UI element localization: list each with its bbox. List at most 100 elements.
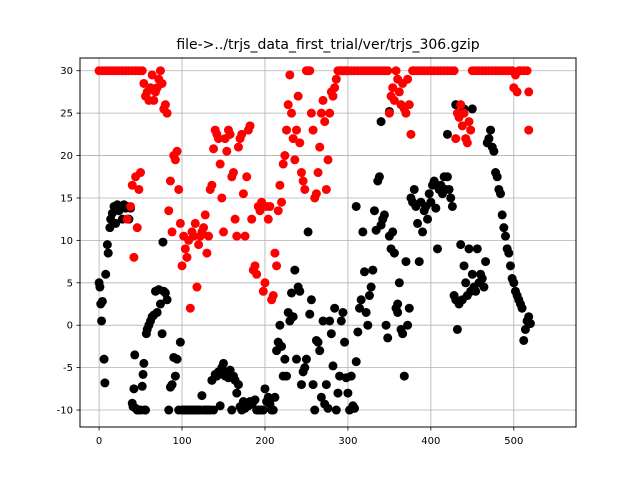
- scatter-point: [132, 223, 142, 233]
- scatter-point: [164, 405, 174, 415]
- scatter-point: [232, 231, 242, 241]
- series-0: [94, 100, 535, 415]
- scatter-point: [162, 295, 172, 305]
- scatter-point: [321, 184, 331, 194]
- scatter-point: [165, 176, 175, 186]
- scatter-point: [306, 295, 316, 305]
- scatter-point: [139, 78, 149, 88]
- scatter-point: [278, 159, 288, 169]
- scatter-point: [492, 172, 502, 182]
- scatter-point: [263, 392, 273, 402]
- scatter-point: [192, 282, 202, 292]
- scatter-point: [525, 319, 535, 329]
- scatter-point: [122, 214, 132, 224]
- scatter-point: [136, 168, 146, 178]
- scatter-point: [442, 172, 452, 182]
- scatter-point: [472, 244, 482, 254]
- scatter-point: [361, 307, 371, 317]
- scatter-point: [177, 261, 187, 271]
- scatter-point: [464, 117, 474, 127]
- scatter-point: [138, 369, 148, 379]
- scatter-point: [351, 201, 361, 211]
- scatter-point: [497, 210, 507, 220]
- scatter-point: [242, 172, 252, 182]
- scatter-point: [215, 401, 225, 411]
- scatter-point: [346, 371, 356, 381]
- scatter-point: [199, 223, 209, 233]
- scatter-point: [209, 144, 219, 154]
- scatter-point: [376, 117, 386, 127]
- scatter-point: [393, 299, 403, 309]
- scatter-point: [509, 278, 519, 288]
- scatter-point: [379, 210, 389, 220]
- scatter-point: [190, 218, 200, 228]
- scatter-point: [237, 129, 247, 139]
- scatter-point: [442, 129, 452, 139]
- scatter-point: [185, 303, 195, 313]
- scatter-point: [512, 87, 522, 97]
- scatter-point: [369, 206, 379, 216]
- y-tick-label: -10: [57, 406, 73, 417]
- scatter-point: [331, 405, 341, 415]
- scatter-point: [296, 168, 306, 178]
- scatter-point: [260, 278, 270, 288]
- y-tick-label: 30: [60, 66, 73, 77]
- x-tick-label: 0: [96, 436, 102, 447]
- scatter-point: [398, 329, 408, 339]
- scatter-point: [424, 189, 434, 199]
- scatter-point: [406, 129, 416, 139]
- scatter-point: [459, 108, 469, 118]
- scatter-point: [288, 134, 298, 144]
- scatter-point: [323, 403, 333, 413]
- scatter-point: [449, 66, 459, 76]
- scatter-point: [218, 227, 228, 237]
- y-tick-label: 5: [67, 278, 73, 289]
- scatter-point: [152, 307, 162, 317]
- data-points: [94, 66, 535, 415]
- scatter-point: [358, 227, 368, 237]
- scatter-point: [389, 95, 399, 105]
- scatter-point: [524, 312, 534, 322]
- scatter-point: [283, 100, 293, 110]
- scatter-point: [270, 392, 280, 402]
- scatter-point: [280, 151, 290, 161]
- scatter-point: [429, 176, 439, 186]
- scatter-point: [331, 74, 341, 84]
- scatter-point: [359, 267, 369, 277]
- scatter-point: [160, 100, 170, 110]
- scatter-point: [170, 371, 180, 381]
- x-axis: 0 100 200 300 400 500: [96, 427, 523, 447]
- scatter-point: [486, 125, 496, 135]
- scatter-point: [414, 257, 424, 267]
- scatter-point: [265, 201, 275, 211]
- scatter-point: [252, 269, 262, 279]
- scatter-point: [462, 138, 472, 148]
- scatter-point: [471, 286, 481, 296]
- scatter-point: [99, 354, 109, 364]
- series-1: [94, 66, 534, 313]
- scatter-point: [505, 261, 515, 271]
- scatter-point: [172, 354, 182, 364]
- scatter-point: [197, 391, 207, 401]
- scatter-point: [288, 312, 298, 322]
- scatter-point: [338, 307, 348, 317]
- scatter-point: [103, 248, 113, 258]
- scatter-point: [363, 320, 373, 330]
- scatter-point: [277, 197, 287, 207]
- scatter-point: [285, 70, 295, 80]
- scatter-point: [336, 316, 346, 326]
- y-tick-label: 0: [67, 321, 73, 332]
- scatter-point: [394, 278, 404, 288]
- scatter-point: [303, 227, 313, 237]
- scatter-point: [326, 329, 336, 339]
- scatter-point: [447, 201, 457, 211]
- scatter-point: [394, 87, 404, 97]
- scatter-point: [484, 134, 494, 144]
- scatter-point: [340, 337, 350, 347]
- scatter-point: [383, 66, 393, 76]
- scatter-point: [139, 358, 149, 368]
- scatter-point: [95, 282, 105, 292]
- scatter-point: [222, 146, 232, 156]
- scatter-point: [218, 358, 228, 368]
- scatter-point: [217, 193, 227, 203]
